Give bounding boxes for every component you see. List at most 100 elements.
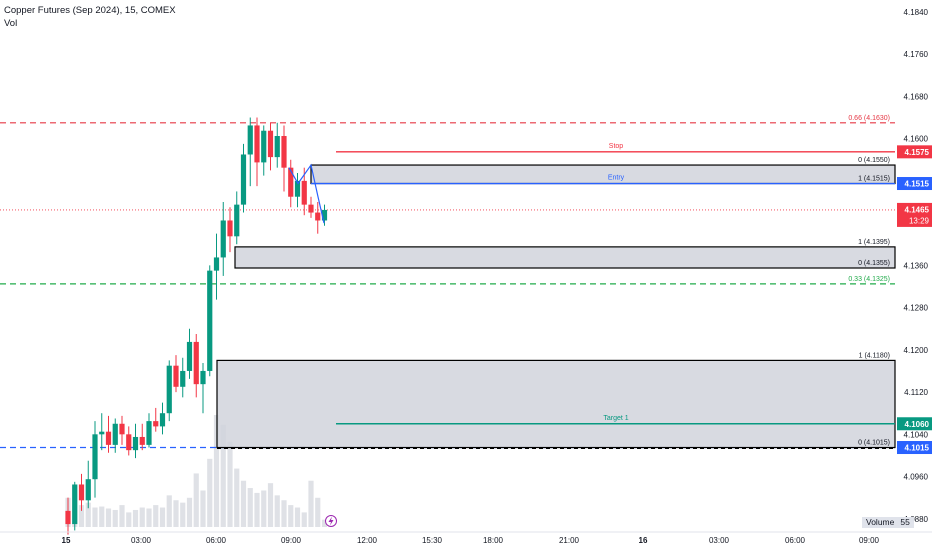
zone-box — [234, 246, 896, 269]
candle-body — [112, 423, 118, 445]
price-label-text: 4.1515 — [905, 180, 930, 189]
candlestick-series — [65, 117, 328, 535]
y-tick-label: 4.1120 — [904, 388, 928, 397]
price-label-box — [897, 417, 932, 431]
candle-body — [180, 370, 186, 387]
volume-bar — [173, 500, 179, 527]
volume-bar — [227, 441, 233, 527]
candle-body — [72, 484, 78, 525]
y-tick-label: 4.1680 — [904, 92, 929, 101]
candle-body — [234, 204, 240, 237]
candle-body — [200, 370, 206, 385]
y-tick-label: 4.0880 — [904, 515, 929, 524]
volume-bar — [267, 483, 274, 527]
price-label-text: 4.1575 — [905, 148, 930, 157]
volume-bar — [92, 507, 98, 527]
candle-body — [153, 421, 159, 427]
chart-header: Copper Futures (Sep 2024), 15, COMEX Vol — [4, 4, 176, 30]
volume-bar — [247, 488, 253, 527]
volume-bar — [240, 480, 247, 527]
candle-body — [301, 180, 307, 205]
candle-body — [207, 270, 213, 371]
candle-body — [99, 431, 105, 435]
x-tick-label: 03:00 — [131, 536, 152, 545]
x-tick-label: 03:00 — [709, 536, 730, 545]
zone-bottom-label: 1 (4.1515) — [858, 176, 890, 183]
x-tick-label: 09:00 — [859, 536, 880, 545]
price-label-text: 4.1015 — [905, 444, 930, 453]
volume-bar — [321, 519, 328, 527]
zone-top-label: 1 (4.1180) — [859, 352, 890, 359]
candle-body — [105, 431, 112, 445]
candle-body — [139, 436, 145, 445]
volume-bar — [153, 505, 159, 527]
candle-body — [132, 436, 139, 451]
volume-bar — [139, 507, 145, 527]
lightning-glyph — [328, 516, 334, 526]
level-label: 0.66 (4.1630) — [848, 115, 890, 122]
price-label-countdown: 13:29 — [909, 216, 930, 225]
volume-bar — [308, 480, 314, 527]
candle-body — [220, 220, 226, 258]
volume-bar — [159, 507, 166, 527]
price-label-box — [897, 202, 932, 227]
candle-body — [193, 341, 199, 385]
price-labels: 4.1575 4.1515 4.1465 13:29 4.1060 4.1015 — [325, 145, 932, 527]
candle-body — [315, 212, 321, 221]
candle-body — [146, 421, 152, 445]
volume-bar — [146, 508, 152, 527]
x-tick-label: 09:00 — [281, 536, 302, 545]
candle-body — [126, 434, 132, 451]
volume-bar — [301, 512, 307, 527]
volume-bar — [234, 468, 240, 527]
volume-bar — [126, 512, 132, 527]
volume-bar — [78, 505, 85, 527]
projection-polyline — [288, 163, 325, 224]
candle-body — [159, 413, 166, 427]
y-tick-label: 4.1760 — [904, 50, 929, 59]
price-label-box — [897, 177, 932, 191]
volume-bar — [85, 502, 91, 527]
price-label-box — [897, 145, 932, 159]
candle-body — [274, 136, 280, 158]
candle-body — [227, 220, 233, 237]
candle-body — [308, 204, 314, 213]
candle-body — [321, 209, 328, 221]
candle-body — [186, 341, 193, 371]
zone-box — [310, 164, 896, 185]
x-tick-label: 06:00 — [206, 536, 227, 545]
candle-body — [240, 154, 247, 205]
trade-lines: Stop Entry Target 1 — [311, 143, 895, 425]
candle-body — [119, 423, 125, 435]
y-tick-label: 4.1360 — [904, 261, 929, 270]
zone-bottom-label: 0 (4.1355) — [858, 260, 890, 267]
y-tick-label: 4.1840 — [904, 8, 929, 17]
candle-body — [173, 365, 179, 387]
price-label-text: 4.1060 — [905, 420, 930, 429]
volume-bar — [254, 492, 260, 527]
candle-body — [294, 180, 301, 197]
projection-path — [288, 163, 325, 224]
candle-body — [78, 484, 85, 501]
x-tick-label: 16 — [639, 536, 648, 545]
symbol-title[interactable]: Copper Futures (Sep 2024), 15, COMEX — [4, 5, 176, 16]
candle-body — [254, 125, 260, 163]
volume-study-label[interactable]: Vol — [4, 18, 18, 29]
zone-bottom-label: 0 (4.1015) — [858, 440, 890, 447]
candle-body — [288, 167, 294, 197]
volume-bar — [207, 458, 213, 527]
y-tick-label: 4.1200 — [904, 346, 929, 355]
volume-legend-badge[interactable]: Volume 55 — [862, 517, 914, 528]
volume-bar — [315, 497, 321, 527]
y-tick-label: 4.1280 — [904, 304, 929, 313]
candle-body — [281, 136, 287, 168]
candle-body — [247, 125, 253, 155]
candle-body — [261, 130, 267, 163]
volume-bar — [288, 505, 294, 527]
volume-bar — [105, 508, 112, 527]
volume-bar — [200, 490, 206, 527]
x-tick-label: 21:00 — [559, 536, 580, 545]
x-tick-label: 15:30 — [422, 536, 443, 545]
volume-bar — [119, 505, 125, 527]
